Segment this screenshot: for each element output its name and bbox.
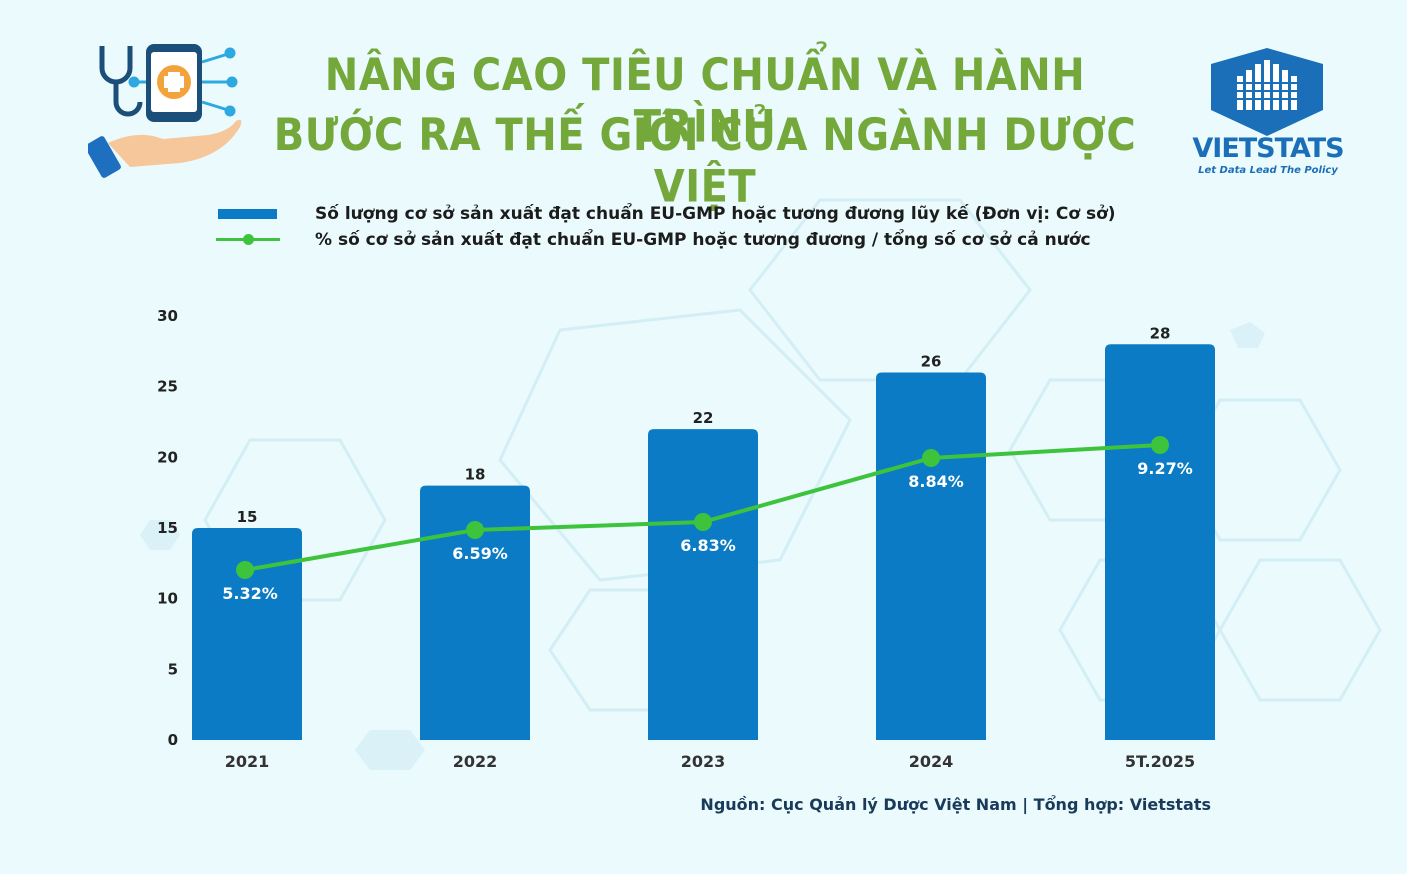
- x-tick-label: 2021: [225, 752, 270, 771]
- percent-label: 9.27%: [1137, 459, 1193, 478]
- bar-value-label: 18: [465, 466, 486, 484]
- chart-title-line-1: NÂNG CAO TIÊU CHUẨN VÀ HÀNH TRÌNH: [324, 49, 1086, 153]
- vietstats-logo-icon: [1211, 48, 1323, 136]
- bar-2023: [648, 429, 758, 740]
- y-tick-label: 10: [157, 590, 178, 608]
- percent-marker: [694, 513, 712, 531]
- legend-bar-swatch: [218, 209, 277, 219]
- bar-2022: [420, 485, 530, 740]
- bar-2021: [192, 528, 302, 740]
- percent-label: 6.83%: [680, 536, 736, 555]
- y-tick-label: 0: [168, 731, 178, 749]
- percent-marker: [1151, 436, 1169, 454]
- legend-line-label: % số cơ sở sản xuất đạt chuẩn EU-GMP hoặ…: [315, 230, 1091, 250]
- percent-marker: [466, 521, 484, 539]
- x-tick-label: 5T.2025: [1125, 752, 1195, 771]
- y-tick-label: 15: [157, 519, 178, 537]
- bar-value-label: 28: [1150, 324, 1171, 342]
- percent-label: 8.84%: [908, 472, 964, 491]
- percent-marker: [236, 561, 254, 579]
- percent-label: 6.59%: [452, 544, 508, 563]
- bar-value-label: 15: [237, 508, 258, 526]
- x-tick-label: 2022: [453, 752, 498, 771]
- bar-2024: [876, 372, 986, 740]
- medical-tablet-hand-icon: [88, 44, 242, 178]
- legend-bar-label: Số lượng cơ sở sản xuất đạt chuẩn EU-GMP…: [315, 204, 1116, 224]
- x-tick-label: 2024: [909, 752, 954, 771]
- x-tick-label: 2023: [681, 752, 726, 771]
- bar-value-label: 22: [693, 409, 714, 427]
- y-tick-label: 30: [157, 307, 178, 325]
- brand-tagline: Let Data Lead The Policy: [1198, 165, 1338, 176]
- source-note: Nguồn: Cục Quản lý Dược Việt Nam | Tổng …: [700, 795, 1211, 814]
- percent-marker: [922, 449, 940, 467]
- y-tick-label: 25: [157, 378, 178, 396]
- legend-line-dot: [243, 234, 254, 245]
- chart-title-line-2: BƯỚC RA THẾ GIỚI CỦA NGÀNH DƯỢC VIỆT: [273, 109, 1137, 213]
- brand-name: VIETSTATS: [1192, 133, 1344, 164]
- bar-5T.2025: [1105, 344, 1215, 740]
- bar-value-label: 26: [921, 353, 942, 371]
- y-tick-label: 5: [168, 660, 178, 678]
- percent-label: 5.32%: [222, 584, 278, 603]
- y-tick-label: 20: [157, 448, 178, 466]
